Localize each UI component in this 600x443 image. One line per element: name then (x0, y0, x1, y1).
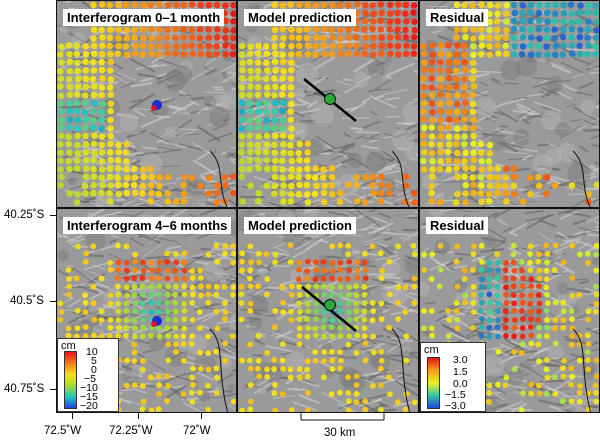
legend-unit: cm (424, 344, 439, 356)
legend-tick: −3.0 (445, 400, 466, 412)
source-marker-icon (324, 93, 336, 105)
colorbar-legend-main: cm 10 5 0 −5 −10 −15 −20 (57, 338, 119, 412)
panel-title: Interferogram 4–6 months (63, 217, 232, 234)
latitude-label: 40.25˚S (4, 209, 45, 221)
panel-title: Model prediction (244, 217, 356, 234)
panel-model-prediction-2: Model prediction (237, 208, 419, 413)
legend-tick: 5 (91, 355, 97, 367)
colorbar-legend-residual: cm 3.0 1.5 0.0 −1.5 −3.0 (420, 342, 486, 412)
hillshade-map (420, 1, 599, 207)
hillshade-map (57, 1, 236, 207)
legend-tick: −20 (80, 400, 98, 412)
legend-tick: 3.0 (453, 354, 468, 366)
legend-tick: 10 (86, 346, 98, 358)
legend-tick: −10 (80, 382, 98, 394)
panel-title: Residual (426, 217, 489, 234)
panel-model-prediction-1: Model prediction (237, 0, 419, 208)
legend-tick: −15 (80, 391, 98, 403)
lon-tick (72, 413, 73, 419)
legend-tick: −1.5 (445, 389, 466, 401)
lon-tick (201, 413, 202, 419)
legend-tick: 0.0 (453, 378, 468, 390)
panel-title: Residual (426, 9, 489, 26)
panel-residual-1: Residual (419, 0, 600, 208)
lat-tick (50, 215, 56, 216)
colorbar-gradient (64, 351, 77, 409)
lat-tick (50, 389, 56, 390)
latitude-label: 40.75˚S (4, 383, 45, 395)
lon-tick (138, 413, 139, 419)
scale-bar (300, 412, 385, 421)
legend-tick: −5 (84, 373, 96, 385)
latitude-label: 40.5˚S (10, 295, 44, 307)
longitude-label: 72.25˚W (109, 425, 153, 437)
panel-interferogram-0-1: Interferogram 0–1 month (56, 0, 237, 208)
longitude-label: 72˚W (183, 425, 211, 437)
legend-tick: 1.5 (453, 366, 468, 378)
source-marker-icon (324, 299, 336, 311)
hillshade-map (238, 1, 418, 207)
panel-title: Interferogram 0–1 month (63, 9, 225, 26)
scale-bar-label: 30 km (324, 427, 356, 439)
legend-tick: 0 (91, 364, 97, 376)
legend-unit: cm (61, 340, 76, 352)
vent-icon (151, 105, 157, 111)
colorbar-gradient (427, 357, 440, 409)
lat-tick (50, 301, 56, 302)
hillshade-map (238, 209, 418, 412)
panel-title: Model prediction (244, 9, 356, 26)
longitude-label: 72.5˚W (44, 425, 82, 437)
vent-icon (151, 321, 157, 327)
